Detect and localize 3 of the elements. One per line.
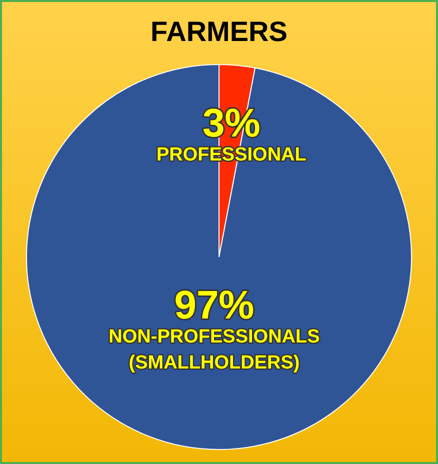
data-label: 97% (174, 284, 254, 328)
chart-title: FARMERS (150, 16, 288, 48)
slice-label: NON-PROFESSIONALS (SMALLHOLDERS) (108, 326, 320, 374)
